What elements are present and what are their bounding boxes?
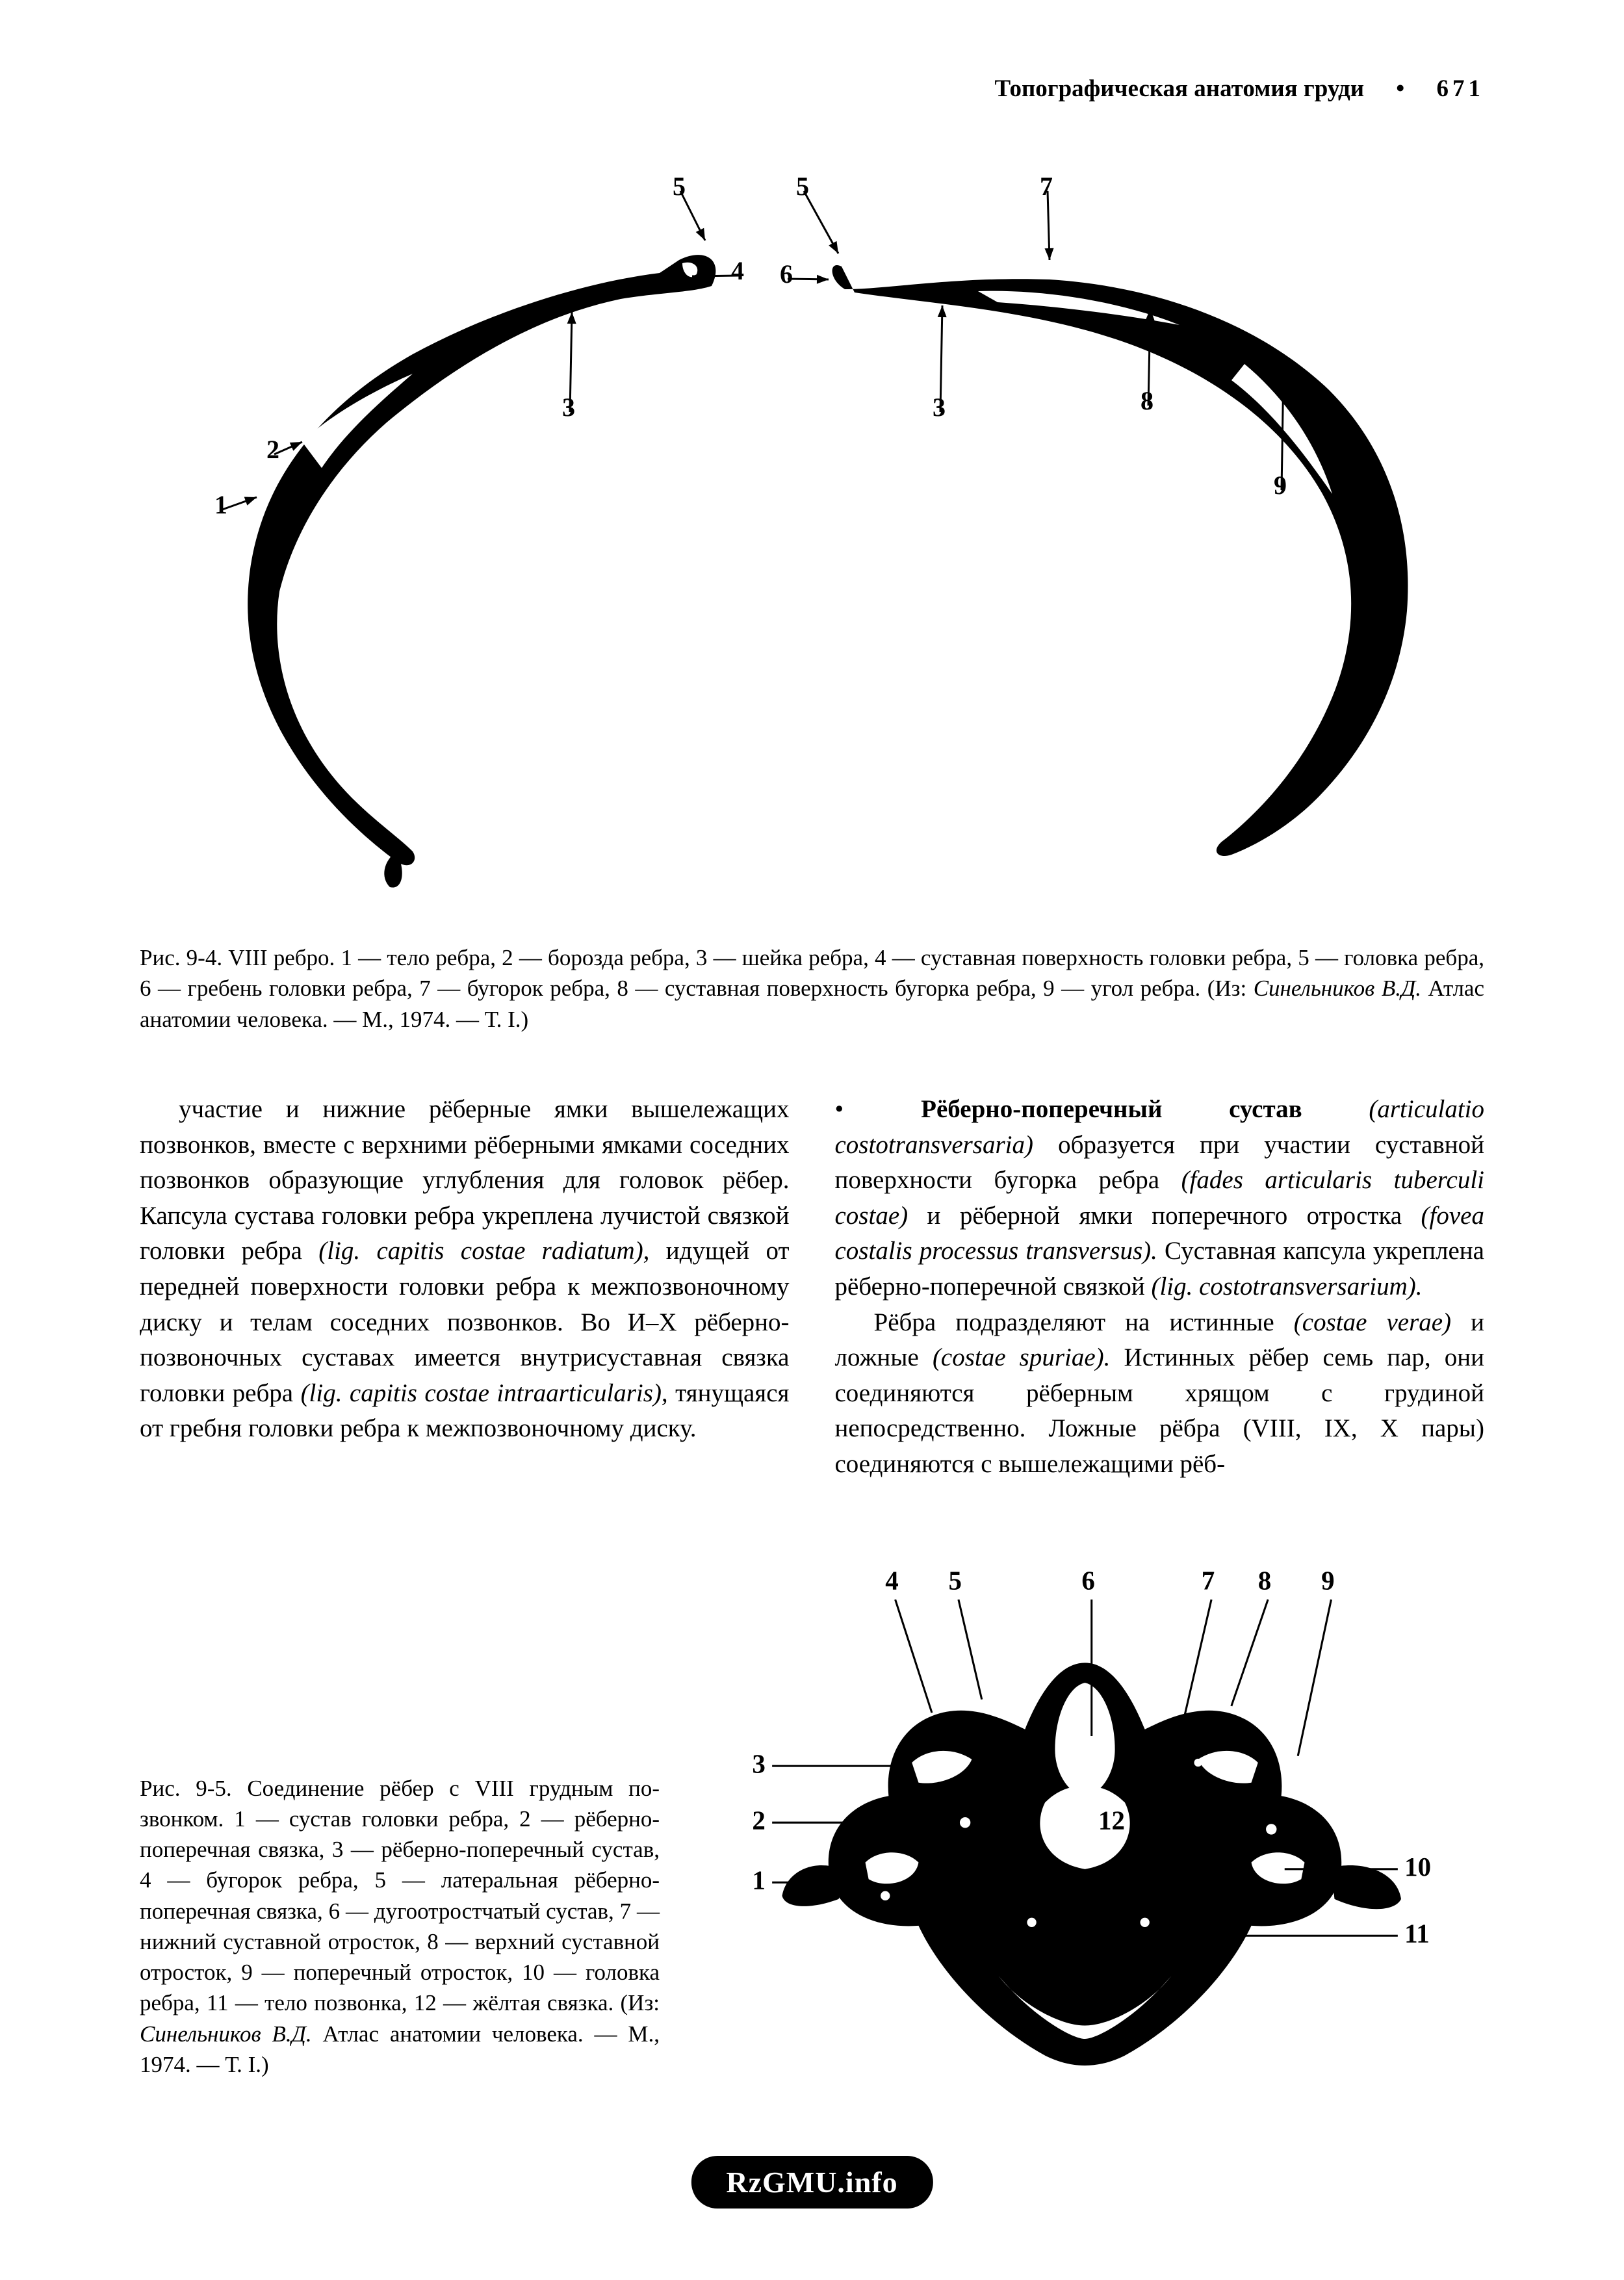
figure-label: 1: [214, 490, 227, 519]
caption-source: Синельников В.Д.: [140, 2021, 312, 2047]
figure-label: 7: [1202, 1566, 1215, 1596]
figure-label: 1: [752, 1865, 765, 1895]
figure-label: 7: [1040, 172, 1053, 201]
figure-label: 10: [1404, 1852, 1431, 1882]
figure-9-5-svg: 4 5 6 7 8 9 3 2 1 10 11 12: [686, 1560, 1484, 2132]
footer-badge-text: RzGMU.info: [726, 2166, 897, 2199]
page: Топографическая анатомия груди • 671: [0, 0, 1624, 2280]
figure-label: 9: [1274, 471, 1287, 500]
figure-label: 8: [1258, 1566, 1271, 1596]
figure-label: 5: [796, 172, 809, 201]
right-paragraph-2: Рёбра подразделяют на истинные (costae v…: [835, 1305, 1485, 1483]
running-header: Топографическая анатомия груди • 671: [994, 75, 1484, 103]
figure-9-4-caption: Рис. 9-4. VIII ребро. 1 — тело ребра, 2 …: [140, 942, 1484, 1035]
latin-term: (lig. capitis costae intraarticularis),: [301, 1379, 668, 1407]
caption-source: Синельников В.Д.: [1254, 976, 1421, 1001]
column-left: участие и нижние рёберные ямки вышеле­жа…: [140, 1092, 790, 1483]
bullet-icon: •: [835, 1092, 855, 1128]
figure-label: 8: [1141, 386, 1154, 415]
figure-9-4: 5 4 3 2 1 5 7 6 3 8 9 1: [140, 162, 1484, 897]
caption-prefix: Рис. 9-4. VIII ребро.: [140, 945, 341, 970]
text: Рёбра подразделяют на истинные: [874, 1308, 1294, 1336]
column-right: • Рёберно-поперечный сустав (articulatio…: [835, 1092, 1485, 1483]
figure-label: 2: [266, 435, 279, 464]
figure-9-5-row: Рис. 9-5. Соединение рёбер с VIII грудны…: [140, 1560, 1484, 2132]
text: Рёберно-поперечный сустав: [921, 1095, 1369, 1123]
footer-badge: RzGMU.info: [691, 2156, 933, 2209]
left-paragraph: участие и нижние рёберные ямки вышеле­жа…: [140, 1092, 790, 1447]
figure-label: 3: [562, 393, 575, 422]
section-title: Топографическая анатомия груди: [994, 75, 1364, 102]
figure-label: 6: [1081, 1566, 1094, 1596]
text: и рёберной ямки поперечного отростка: [908, 1202, 1421, 1230]
figure-9-5: 4 5 6 7 8 9 3 2 1 10 11 12: [686, 1560, 1484, 2132]
figure-label: 5: [673, 172, 686, 201]
caption-body: 1 — сустав головки ребра, 2 — рёбер­но-п…: [140, 1806, 660, 2016]
latin-term: (costae verae): [1294, 1308, 1451, 1336]
body-columns: участие и нижние рёберные ямки вышеле­жа…: [140, 1092, 1484, 1483]
latin-term: (costae spuriae).: [933, 1343, 1110, 1371]
figure-label: 4: [731, 256, 744, 285]
latin-term: (lig. costotrans­versarium).: [1151, 1273, 1422, 1301]
right-paragraph-1: • Рёберно-поперечный сустав (articulatio…: [835, 1092, 1485, 1305]
figure-label: 2: [752, 1805, 765, 1835]
header-separator: •: [1396, 75, 1404, 103]
figure-9-4-svg: 5 4 3 2 1 5 7 6 3 8 9 1: [140, 162, 1484, 897]
rib-right: [832, 265, 1408, 856]
figure-9-5-caption: Рис. 9-5. Соединение рёбер с VIII грудны…: [140, 1773, 686, 2132]
figure-label: 11: [1404, 1919, 1430, 1949]
figure-label: 9: [1321, 1566, 1334, 1596]
figure-label: 5: [949, 1566, 962, 1596]
page-number: 671: [1437, 75, 1485, 102]
figure-label: 1: [1355, 500, 1368, 529]
figure-label: 6: [780, 259, 793, 289]
latin-term: (lig. capitis costae radiatum),: [318, 1237, 649, 1265]
rib-left: [248, 255, 715, 887]
figure-label: 3: [933, 393, 946, 422]
figure-label: 4: [885, 1566, 898, 1596]
figure-label: 3: [752, 1748, 765, 1778]
figure-label: 12: [1098, 1805, 1125, 1835]
